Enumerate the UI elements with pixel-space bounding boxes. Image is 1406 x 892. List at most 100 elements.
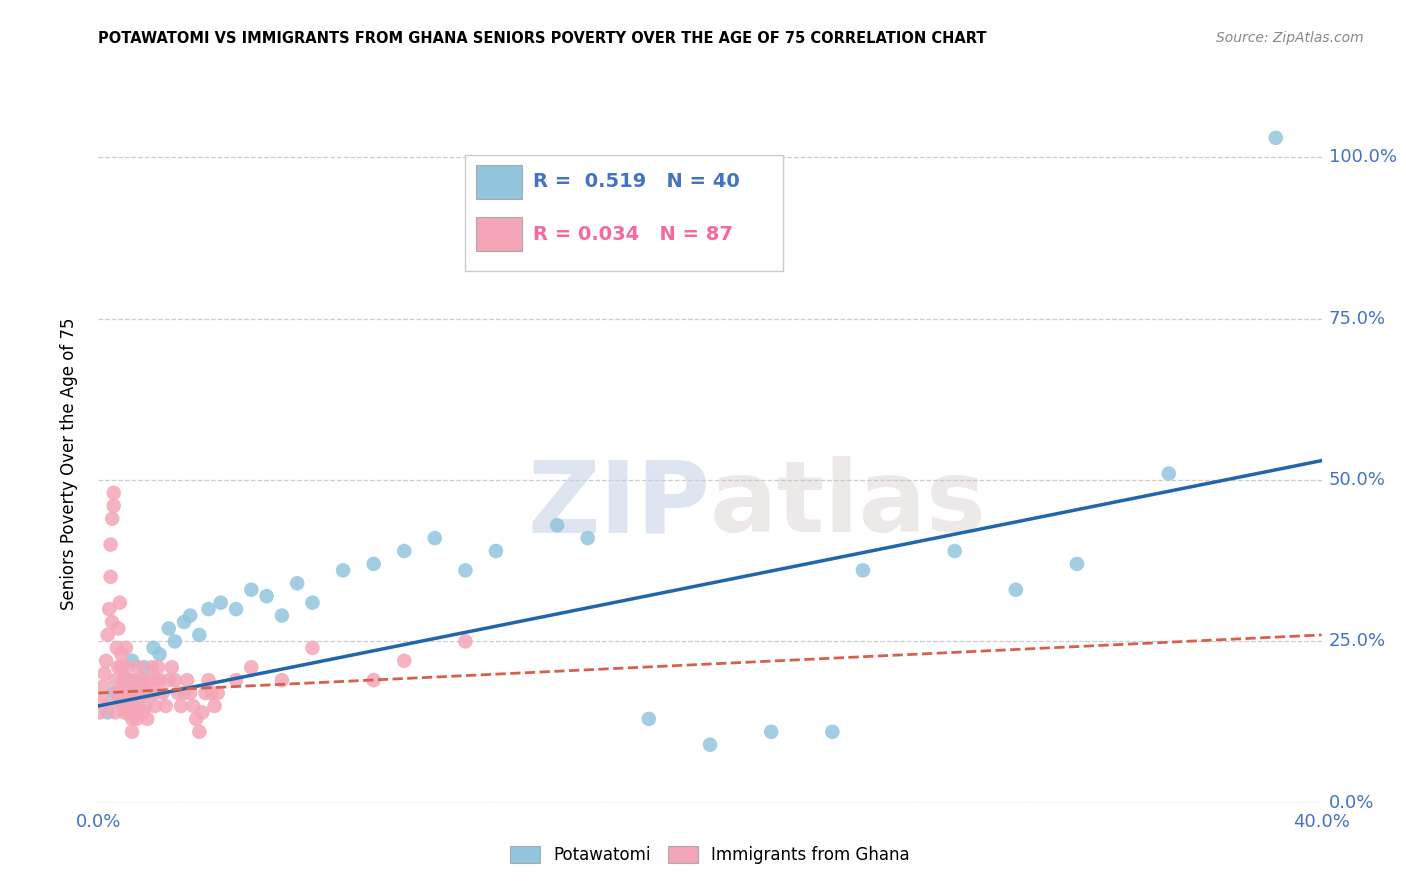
Point bbox=[761, 724, 783, 739]
Point bbox=[149, 673, 172, 687]
Point bbox=[98, 602, 121, 616]
Text: ZIP: ZIP bbox=[527, 456, 710, 553]
Point bbox=[107, 622, 129, 636]
Point bbox=[107, 660, 129, 674]
Point bbox=[142, 686, 165, 700]
Point bbox=[121, 712, 143, 726]
Point bbox=[301, 596, 323, 610]
Point bbox=[423, 531, 446, 545]
Point bbox=[392, 544, 416, 558]
Point bbox=[124, 706, 146, 720]
FancyBboxPatch shape bbox=[477, 165, 522, 199]
Point bbox=[103, 499, 125, 513]
Point bbox=[285, 576, 308, 591]
Text: Source: ZipAtlas.com: Source: ZipAtlas.com bbox=[1216, 31, 1364, 45]
Point bbox=[111, 673, 134, 687]
Text: atlas: atlas bbox=[710, 456, 987, 553]
Point bbox=[90, 692, 112, 706]
Text: 25.0%: 25.0% bbox=[1329, 632, 1386, 650]
Point bbox=[125, 712, 148, 726]
Point bbox=[120, 686, 142, 700]
Point bbox=[125, 686, 148, 700]
Point bbox=[454, 634, 477, 648]
Point bbox=[1264, 130, 1286, 145]
FancyBboxPatch shape bbox=[465, 155, 783, 270]
Point bbox=[128, 673, 150, 687]
Point bbox=[124, 686, 146, 700]
Text: 50.0%: 50.0% bbox=[1329, 471, 1385, 489]
Point bbox=[135, 698, 157, 713]
Point bbox=[332, 563, 354, 577]
Point bbox=[1157, 467, 1180, 481]
Point bbox=[120, 698, 142, 713]
Point bbox=[93, 666, 115, 681]
Point bbox=[105, 640, 128, 655]
Point bbox=[270, 673, 294, 687]
Point bbox=[115, 640, 138, 655]
Point bbox=[149, 648, 172, 662]
Point bbox=[117, 660, 139, 674]
Point bbox=[145, 673, 167, 687]
Point bbox=[97, 706, 120, 720]
Point bbox=[256, 589, 278, 603]
Point bbox=[110, 660, 132, 674]
Point bbox=[576, 531, 599, 545]
Point bbox=[170, 698, 193, 713]
Point bbox=[122, 698, 145, 713]
Point bbox=[200, 686, 222, 700]
Point bbox=[209, 596, 232, 610]
Point bbox=[167, 686, 190, 700]
Point bbox=[194, 686, 217, 700]
Point bbox=[136, 712, 159, 726]
Point bbox=[301, 640, 323, 655]
Point bbox=[197, 673, 219, 687]
Point bbox=[157, 673, 180, 687]
Point bbox=[204, 698, 226, 713]
Point bbox=[104, 673, 127, 687]
Point bbox=[392, 654, 416, 668]
Point bbox=[240, 582, 263, 597]
Text: R =  0.519   N = 40: R = 0.519 N = 40 bbox=[533, 172, 740, 191]
Point bbox=[163, 673, 186, 687]
Point bbox=[104, 706, 127, 720]
Y-axis label: Seniors Poverty Over the Age of 75: Seniors Poverty Over the Age of 75 bbox=[59, 318, 77, 610]
Point bbox=[127, 698, 149, 713]
Point bbox=[112, 706, 135, 720]
Point bbox=[173, 686, 195, 700]
Point bbox=[139, 673, 162, 687]
Point bbox=[176, 673, 198, 687]
Point bbox=[546, 518, 568, 533]
Point bbox=[110, 648, 132, 662]
Point bbox=[118, 673, 141, 687]
Point bbox=[179, 686, 201, 700]
Point bbox=[225, 673, 247, 687]
Point bbox=[101, 615, 124, 629]
Point bbox=[97, 698, 120, 713]
Text: R = 0.034   N = 87: R = 0.034 N = 87 bbox=[533, 225, 733, 244]
Point bbox=[454, 563, 477, 577]
Point bbox=[100, 537, 122, 551]
Point bbox=[108, 692, 131, 706]
Point bbox=[363, 673, 385, 687]
Point bbox=[105, 686, 128, 700]
Point bbox=[129, 686, 152, 700]
Point bbox=[146, 660, 169, 674]
Point bbox=[134, 673, 156, 687]
Point bbox=[1004, 582, 1026, 597]
Point bbox=[197, 602, 219, 616]
Legend: Potawatomi, Immigrants from Ghana: Potawatomi, Immigrants from Ghana bbox=[502, 838, 918, 872]
Point bbox=[207, 686, 229, 700]
Point bbox=[186, 712, 208, 726]
Text: 100.0%: 100.0% bbox=[1329, 148, 1396, 166]
Point bbox=[163, 634, 186, 648]
Point bbox=[138, 686, 160, 700]
Point bbox=[89, 706, 111, 720]
Point bbox=[181, 698, 204, 713]
FancyBboxPatch shape bbox=[477, 217, 522, 251]
Point bbox=[100, 570, 122, 584]
Point bbox=[637, 712, 661, 726]
Point bbox=[97, 628, 120, 642]
Point bbox=[191, 706, 214, 720]
Point bbox=[134, 686, 156, 700]
Point bbox=[157, 622, 180, 636]
